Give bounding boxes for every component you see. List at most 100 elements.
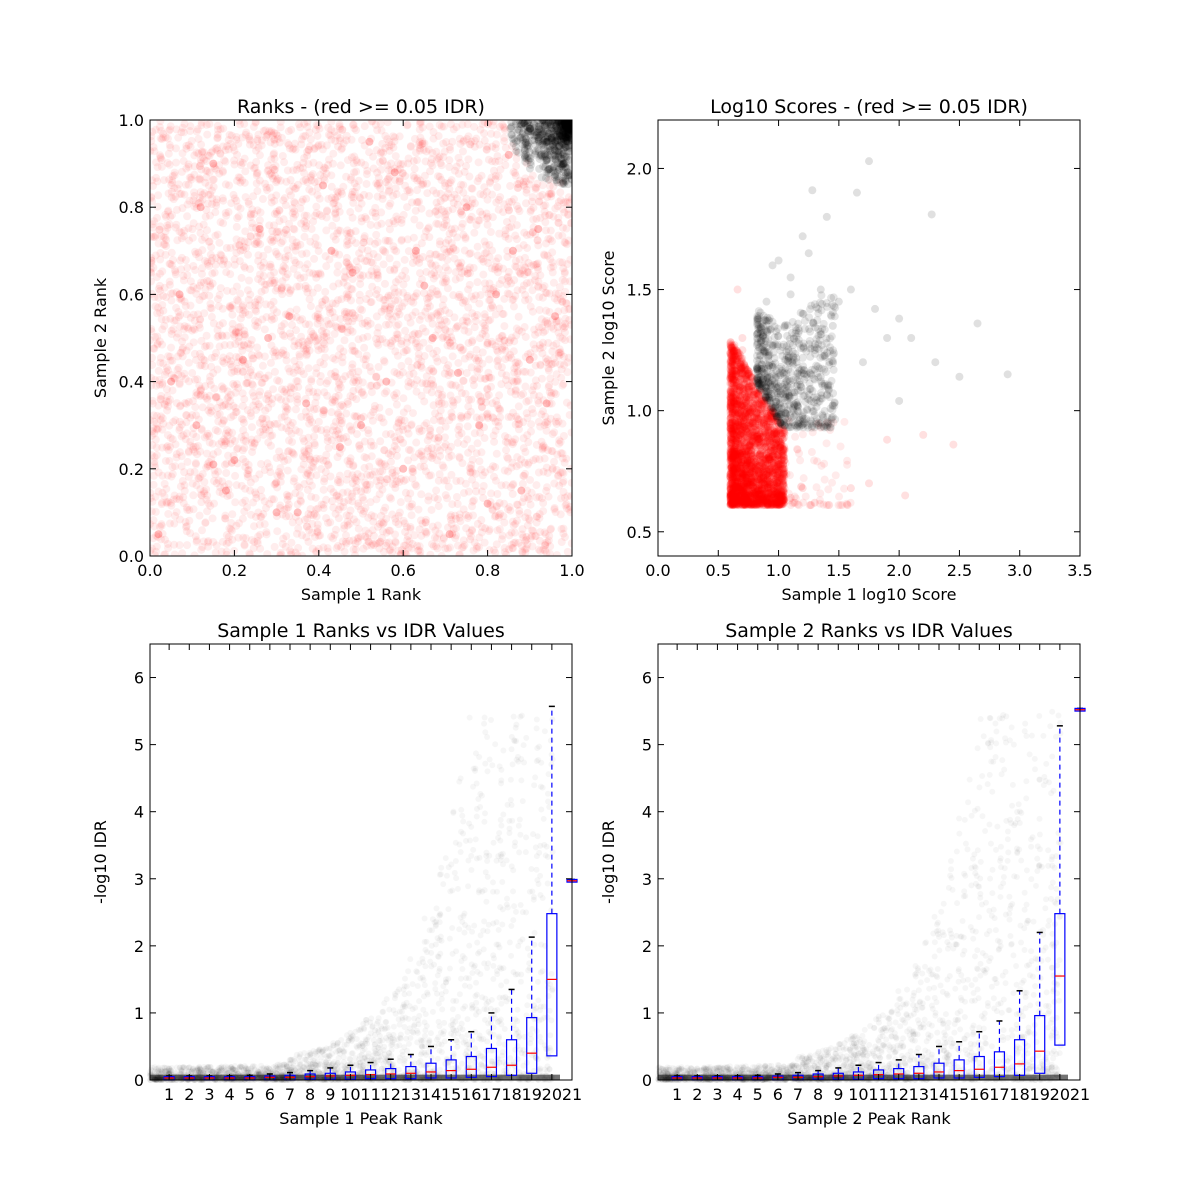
red-point xyxy=(238,176,247,185)
red-point xyxy=(456,517,465,526)
red-point xyxy=(305,295,314,304)
red-point xyxy=(462,313,471,322)
red-point xyxy=(211,208,220,217)
red-point xyxy=(546,374,555,383)
red-point xyxy=(344,399,353,408)
red-point xyxy=(509,302,518,311)
red-point xyxy=(215,238,224,247)
red-point xyxy=(270,352,279,361)
red-point xyxy=(379,547,388,556)
red-point xyxy=(223,260,232,269)
red-point xyxy=(280,387,289,396)
red-point xyxy=(461,479,470,488)
red-point xyxy=(305,454,314,463)
red-point xyxy=(331,430,340,439)
red-point xyxy=(398,368,407,377)
red-point xyxy=(495,304,504,313)
red-point xyxy=(257,485,266,494)
red-point xyxy=(156,255,165,264)
red-point xyxy=(152,547,161,556)
red-point xyxy=(177,265,186,274)
red-point xyxy=(288,437,297,446)
red-point xyxy=(322,169,331,178)
red-point xyxy=(480,136,489,145)
red-point xyxy=(450,313,459,322)
red-point xyxy=(394,511,403,520)
red-point xyxy=(242,128,251,137)
red-point xyxy=(524,258,533,267)
red-point xyxy=(369,250,378,259)
red-point xyxy=(278,510,287,519)
red-point xyxy=(445,245,454,254)
red-point xyxy=(266,169,275,178)
red-point xyxy=(484,155,493,164)
red-point xyxy=(356,280,365,289)
red-point xyxy=(415,258,424,267)
red-point xyxy=(434,264,443,273)
red-point xyxy=(339,325,348,334)
red-point xyxy=(504,381,513,390)
red-point xyxy=(187,286,196,295)
red-point xyxy=(310,509,319,518)
red-point xyxy=(238,446,247,455)
red-point xyxy=(399,394,408,403)
red-point xyxy=(519,418,528,427)
red-point xyxy=(298,250,307,259)
red-point xyxy=(470,228,479,237)
red-point xyxy=(327,193,336,202)
red-point xyxy=(379,418,388,427)
red-point xyxy=(394,320,403,329)
red-point xyxy=(535,192,544,201)
red-point xyxy=(504,454,513,463)
red-point xyxy=(513,369,522,378)
red-point xyxy=(207,243,216,252)
red-point xyxy=(482,410,491,419)
red-point xyxy=(171,316,180,325)
red-point xyxy=(343,229,352,238)
red-point xyxy=(427,155,436,164)
red-point xyxy=(255,418,264,427)
red-point xyxy=(228,510,237,519)
red-point xyxy=(311,398,320,407)
red-point xyxy=(212,201,221,210)
red-point xyxy=(486,296,495,305)
red-point xyxy=(238,368,247,377)
red-point xyxy=(521,382,530,391)
red-point xyxy=(298,315,307,324)
red-point xyxy=(502,446,511,455)
data-point xyxy=(445,530,454,539)
red-point xyxy=(505,503,514,512)
red-point xyxy=(417,490,426,499)
red-point xyxy=(169,325,178,334)
red-point xyxy=(526,207,535,216)
red-point xyxy=(507,483,516,492)
red-point xyxy=(433,521,442,530)
red-point xyxy=(313,190,322,199)
red-point xyxy=(319,485,328,494)
red-point xyxy=(350,152,359,161)
red-point xyxy=(501,143,510,152)
data-point xyxy=(255,225,264,233)
red-point xyxy=(470,323,479,332)
red-point xyxy=(292,184,301,193)
red-point xyxy=(442,277,451,286)
red-point xyxy=(385,320,394,329)
x-tick-label: 0.6 xyxy=(390,561,415,580)
red-point xyxy=(511,435,520,444)
red-point xyxy=(427,505,436,514)
red-point xyxy=(403,404,412,413)
red-point xyxy=(401,326,410,335)
red-point xyxy=(186,313,195,322)
red-point xyxy=(288,242,297,251)
red-point xyxy=(182,144,191,153)
red-point xyxy=(343,521,352,530)
red-point xyxy=(366,220,375,229)
red-point xyxy=(385,407,394,416)
red-point xyxy=(392,423,401,432)
red-point xyxy=(411,480,420,489)
red-point xyxy=(157,521,166,530)
red-point xyxy=(198,526,207,535)
red-point xyxy=(460,541,469,550)
red-point xyxy=(514,204,523,213)
